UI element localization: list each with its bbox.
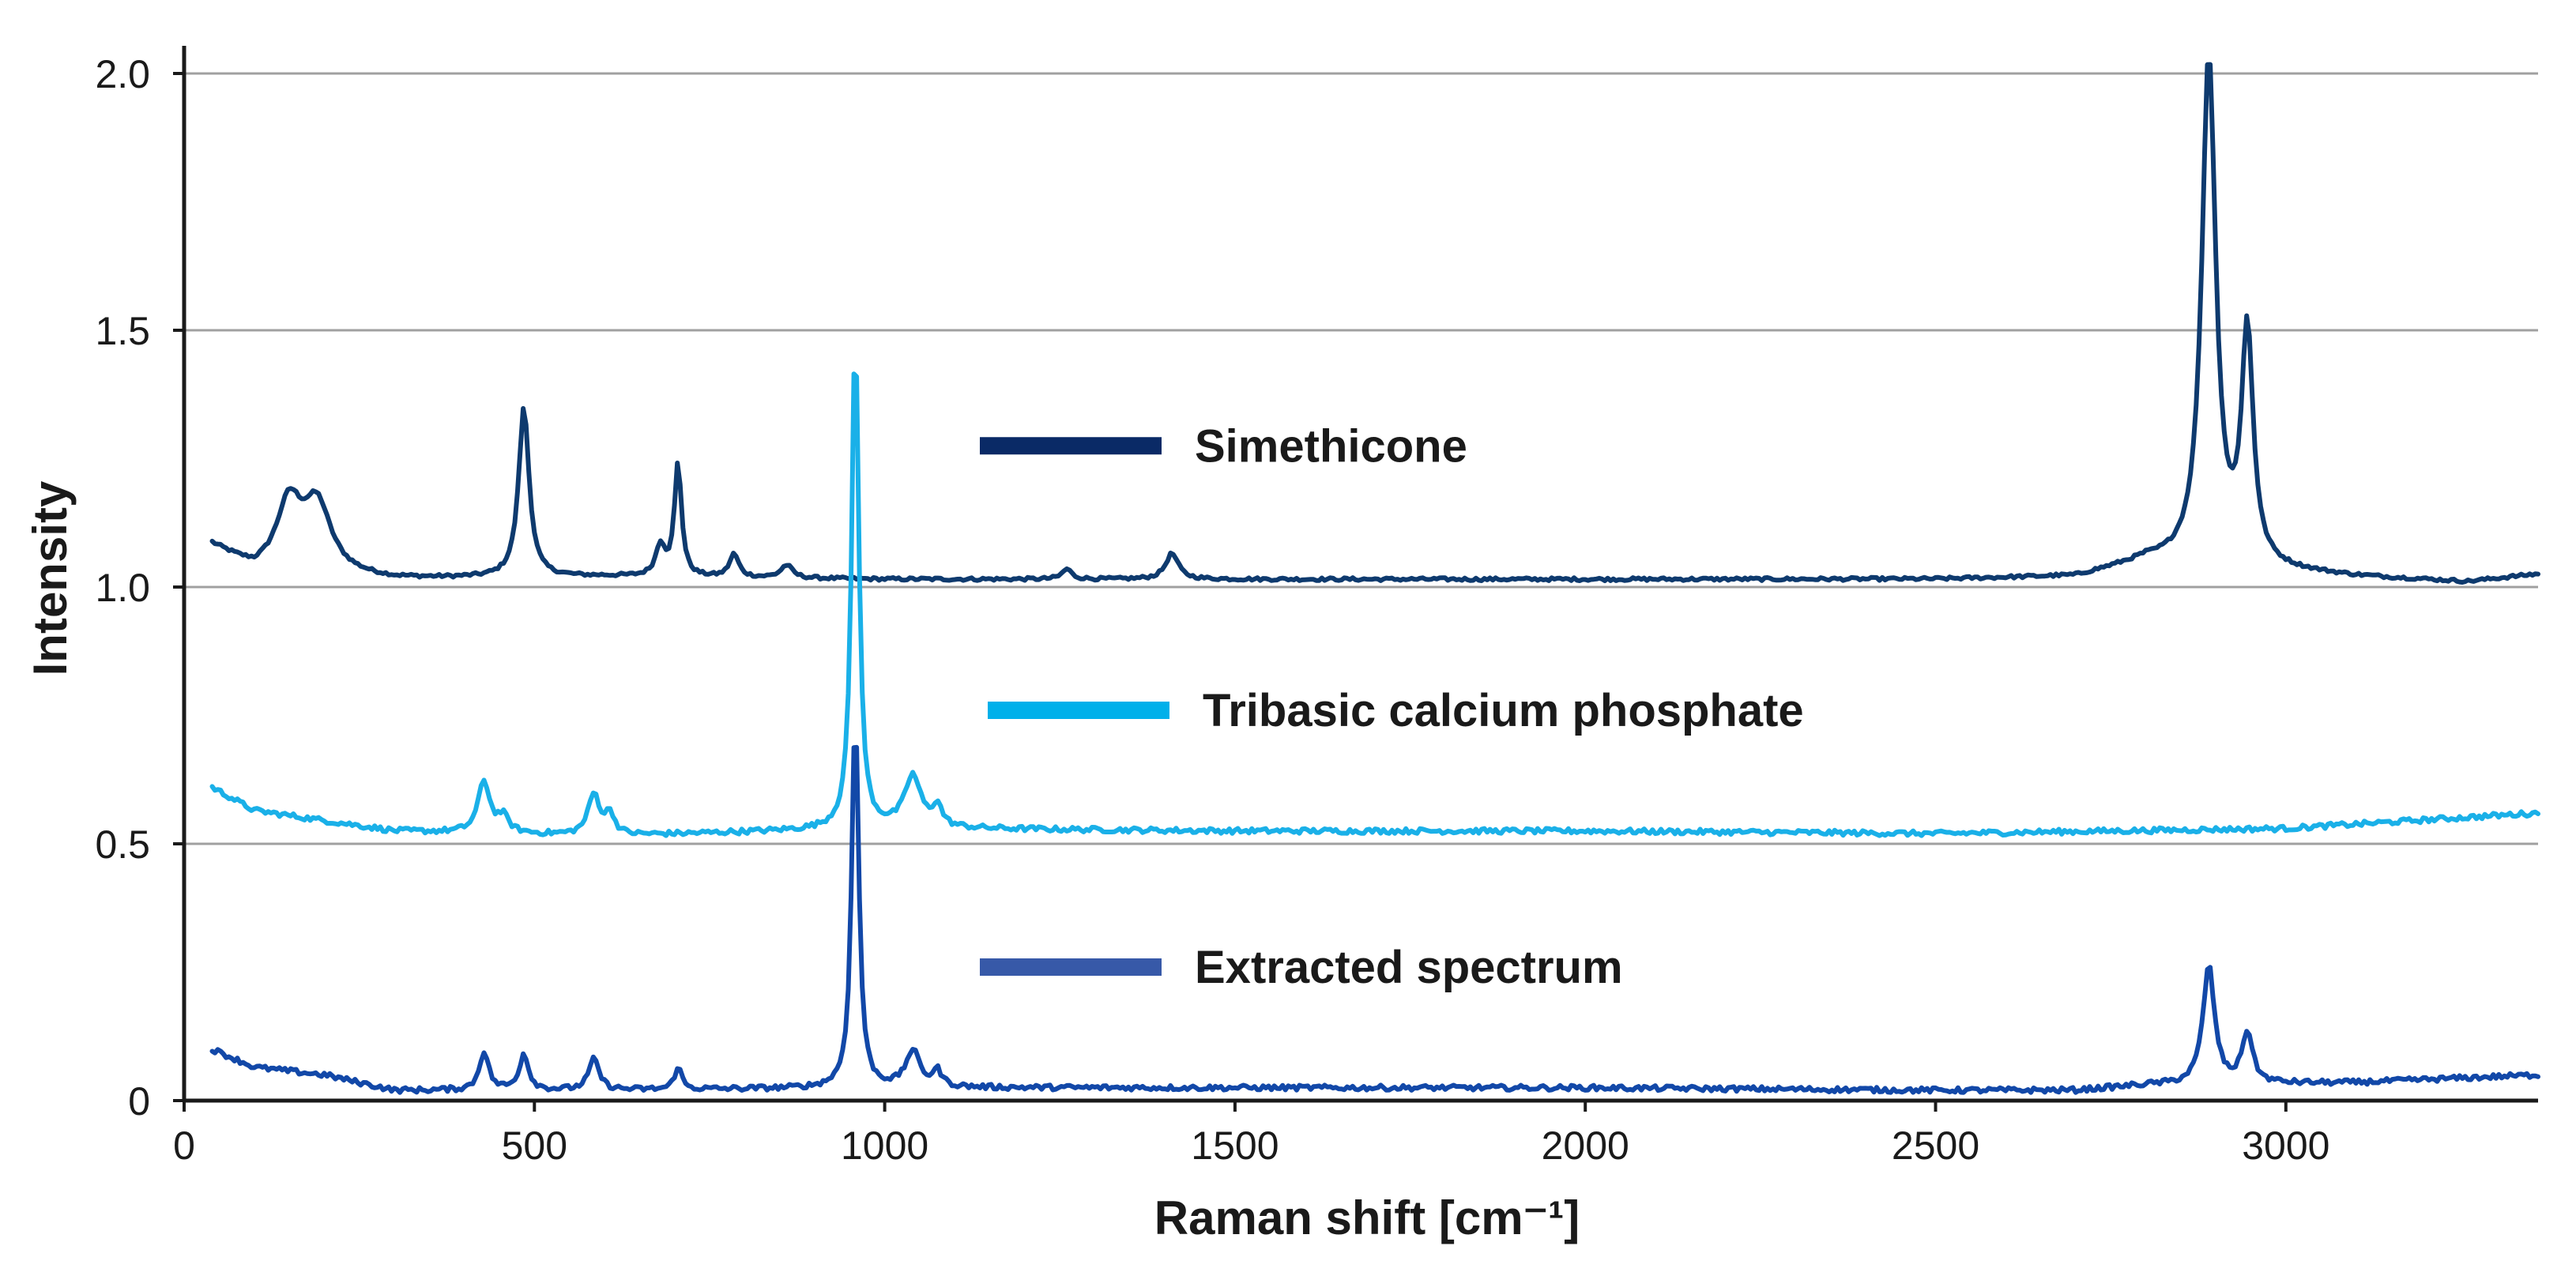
x-tick-label: 2500 [1892,1124,1979,1168]
x-tick-label: 1500 [1191,1124,1279,1168]
axes [182,46,2538,1103]
legend-label-extracted-spectrum: Extracted spectrum [1195,942,1623,993]
x-tick-labels: 0 500 1000 1500 2000 2500 3000 [173,1101,2329,1168]
series-line-tribasic-calcium-phosphate [209,371,2540,838]
legend: Simethicone Tribasic calcium phosphate Ext… [980,420,1804,993]
y-axis-title: Intensity [24,480,77,676]
y-tick-labels: 0 0.5 1.0 1.5 2.0 [95,52,184,1124]
legend-swatch-tribasic-calcium-phosphate [988,702,1169,719]
legend-label-simethicone: Simethicone [1195,420,1467,472]
series-line-extracted-spectrum [209,744,2540,1095]
y-tick-label: 0.5 [95,822,150,867]
y-tick-label: 2.0 [95,52,150,96]
legend-label-tribasic-calcium-phosphate: Tribasic calcium phosphate [1203,685,1804,736]
series-line-simethicone [209,62,2540,585]
x-tick-label: 2000 [1542,1124,1629,1168]
x-tick-label: 3000 [2242,1124,2329,1168]
y-tick-label: 1.0 [95,566,150,610]
x-tick-label: 500 [502,1124,567,1168]
x-axis-title: Raman shift [cm⁻¹] [1154,1191,1580,1244]
legend-swatch-extracted-spectrum [980,958,1162,976]
x-tick-label: 1000 [841,1124,928,1168]
x-tick-label: 0 [173,1124,195,1168]
y-tick-label: 1.5 [95,309,150,353]
y-tick-label: 0 [128,1079,150,1124]
legend-swatch-simethicone [980,437,1162,455]
gridlines [184,72,2538,845]
series-lines [209,62,2540,1095]
